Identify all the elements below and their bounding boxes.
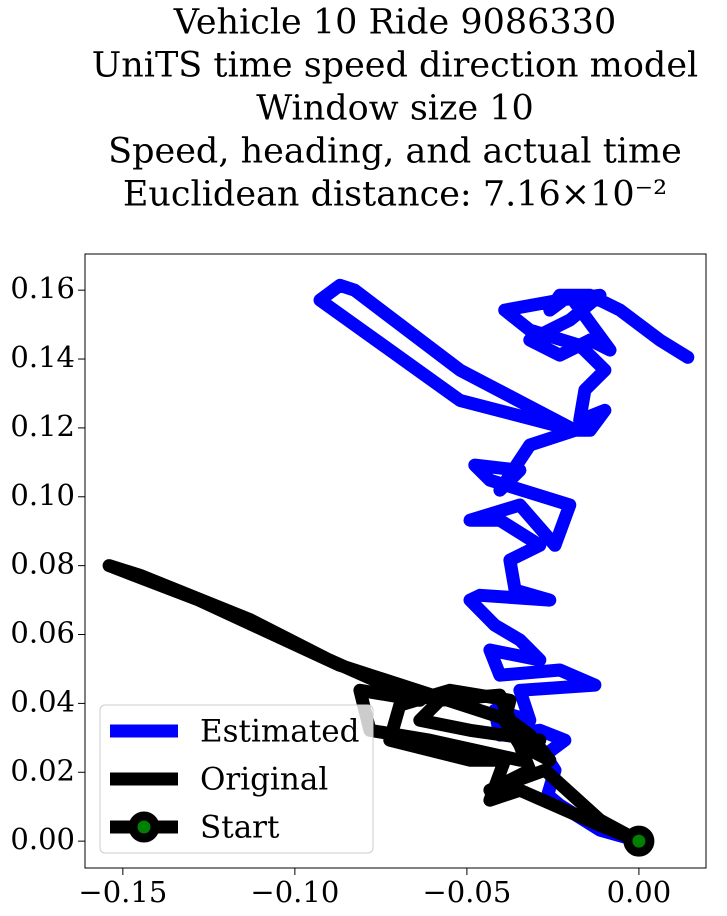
series-line — [102, 559, 646, 848]
chart-title: Vehicle 10 Ride 9086330 — [173, 3, 616, 43]
chart-title: UniTS time speed direction model — [92, 46, 699, 86]
y-tick-label: 0.02 — [10, 753, 75, 787]
series-group — [102, 278, 695, 857]
x-tick-label: −0.15 — [78, 875, 167, 909]
legend-box — [99, 704, 374, 854]
x-tick-label: 0.00 — [607, 875, 672, 909]
y-tick-label: 0.10 — [10, 478, 75, 512]
chart-title: Speed, heading, and actual time — [108, 132, 682, 172]
y-tick-label: 0.14 — [10, 340, 75, 374]
y-tick-label: 0.06 — [10, 616, 75, 650]
chart-title: Euclidean distance: 7.16×10⁻² — [123, 175, 667, 215]
chart-title: Window size 10 — [256, 89, 534, 129]
y-tick-label: 0.12 — [10, 409, 75, 443]
legend-label: Start — [200, 810, 280, 846]
x-tick-label: −0.05 — [422, 875, 511, 909]
legend-label: Estimated — [200, 714, 359, 750]
plot-frame — [84, 253, 707, 869]
legend-marker — [128, 811, 160, 843]
y-tick-label: 0.00 — [10, 822, 75, 856]
y-tick-label: 0.08 — [10, 547, 75, 581]
y-tick-label: 0.04 — [10, 684, 75, 718]
y-tick-label: 0.16 — [10, 271, 75, 305]
x-tick-label: −0.10 — [250, 875, 339, 909]
start-marker — [623, 825, 655, 857]
legend-label: Original — [200, 762, 328, 798]
series-line — [313, 278, 695, 848]
